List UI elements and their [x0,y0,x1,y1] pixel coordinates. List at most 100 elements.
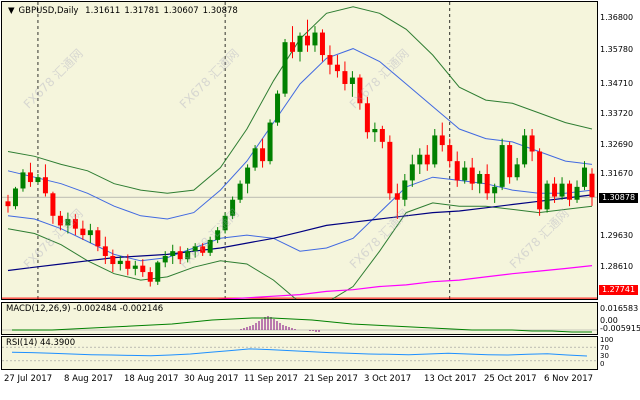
high-value: 1.31781 [124,6,160,16]
bull-candle [185,251,191,260]
bull-candle [372,128,378,133]
bull-candle [499,145,505,187]
rsi-svg [2,346,597,362]
bull-candle [574,186,580,200]
bear-candle [125,260,131,269]
date-tick: 8 Aug 2017 [64,374,114,384]
date-tick: 6 Nov 2017 [544,374,594,384]
bull-candle [87,230,93,236]
price-tick: 1.34710 [600,79,634,88]
bear-candle [364,103,370,133]
low-value: 1.30607 [163,6,199,16]
bull-candle [312,32,318,46]
price-axis[interactable]: 1.36800 1.35780 1.34710 1.33720 1.32690 … [598,1,640,300]
bear-candle [319,32,325,56]
macd-pane[interactable]: MACD(12,26,9) -0.002484 -0.002146 [1,302,598,335]
price-tick: 1.36800 [600,13,634,22]
bear-candle [290,42,296,52]
bull-candle [162,255,168,263]
price-tick: 1.31670 [600,169,634,178]
bull-candle [492,186,498,194]
bear-candle [27,172,33,183]
price-chart-svg [2,2,597,299]
bear-candle [387,141,393,194]
open-value: 1.31611 [85,6,121,16]
price-tick: 1.29630 [600,231,634,240]
bull-candle [132,265,138,269]
bull-candle [117,260,123,265]
date-tick: 25 Oct 2017 [484,374,537,384]
rsi-pane[interactable]: RSI(14) 44.3900 [1,336,598,370]
dropdown-arrow-icon[interactable]: ▼ [8,6,15,16]
bull-candle [349,77,355,84]
bull-candle [35,177,41,183]
bull-candle [170,251,176,256]
bull-candle [477,174,483,184]
rsi-label: RSI(14) 44.3900 [6,338,76,348]
date-axis[interactable]: 27 Jul 2017 8 Aug 2017 18 Aug 2017 30 Au… [0,371,598,400]
bear-candle [379,128,385,142]
date-tick: 13 Oct 2017 [424,374,477,384]
bull-candle [222,215,228,231]
date-tick: 30 Aug 2017 [184,374,239,384]
bull-candle [432,135,438,165]
date-tick: 18 Aug 2017 [124,374,179,384]
bear-candle [484,174,490,194]
macd-tick: 0.016583 [600,304,639,313]
bear-candle [394,193,400,200]
bear-candle [439,135,445,146]
moving-average-long [217,265,593,299]
bollinger-inner-lower [7,176,593,262]
macd-tick: -0.005915 [600,324,640,333]
bull-candle [267,122,273,162]
bear-candle [507,145,513,178]
date-tick: 27 Jul 2017 [4,374,53,384]
rsi-tick: 0 [600,360,605,368]
bear-candle [260,148,266,162]
bull-candle [409,164,415,181]
bear-candle [537,151,543,210]
bull-candle [417,154,423,165]
price-tick: 1.32690 [600,140,634,149]
bull-candle [544,183,550,210]
bear-candle [95,230,101,247]
bear-candle [80,228,86,236]
bear-candle [5,201,11,207]
price-tick: 1.28610 [600,262,634,271]
bull-candle [12,188,18,207]
bull-candle [402,180,408,200]
close-value: 1.30878 [202,6,238,16]
date-tick: 21 Sep 2017 [304,374,358,384]
bear-candle [140,265,146,273]
bull-candle [192,246,198,252]
bear-candle [72,219,78,229]
rsi-axis: 100 70 30 0 [598,336,640,370]
bull-candle [275,93,281,123]
date-tick: 3 Oct 2017 [364,374,412,384]
bull-candle [297,35,303,52]
bear-candle [200,246,206,253]
bear-candle [42,177,48,194]
bear-candle [177,251,183,260]
macd-tick: 0.00 [600,316,618,325]
bull-candle [237,183,243,200]
bear-candle [552,183,558,197]
bull-candle [20,172,26,189]
bear-candle [342,71,348,84]
price-tick: 1.33720 [600,109,634,118]
price-chart-pane[interactable]: ▼ GBPUSD,Daily 1.31611 1.31781 1.30607 1.308… [1,1,598,300]
rsi-line [11,348,588,357]
bull-candle [245,167,251,184]
bear-candle [567,183,573,200]
bear-candle [424,154,430,165]
bear-candle [469,167,475,184]
symbol-label: GBPUSD,Daily [18,6,79,16]
bollinger-inner-upper [7,48,593,220]
bull-candle [252,148,258,168]
macd-label: MACD(12,26,9) -0.002484 -0.002146 [6,304,164,314]
rsi-tick: 30 [600,352,609,360]
bull-candle [207,239,213,253]
bear-candle [589,173,595,198]
bear-candle [447,145,453,162]
